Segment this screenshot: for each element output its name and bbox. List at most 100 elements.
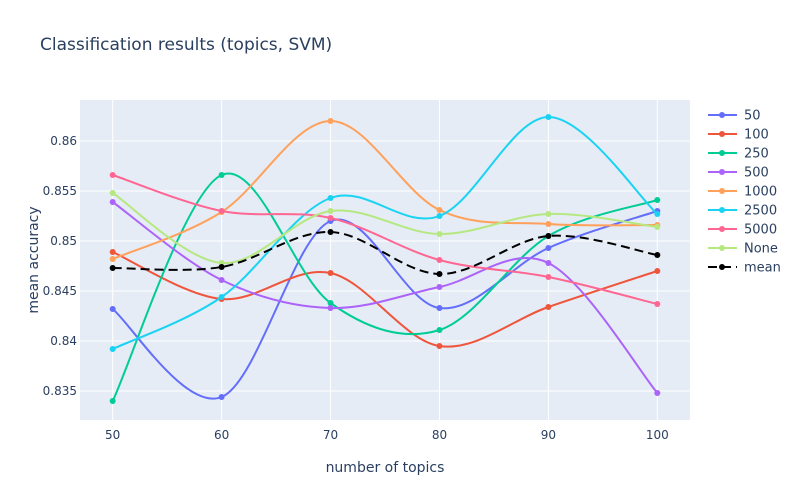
y-tick-label: 0.86 — [50, 134, 77, 148]
legend-label: 2500 — [744, 204, 777, 219]
series-500-point — [327, 305, 334, 311]
series-1000-line — [112, 119, 658, 260]
legend-label: 1000 — [744, 185, 777, 200]
series-none-point — [654, 224, 661, 230]
x-axis-title: number of topics — [326, 460, 445, 476]
legend-label: None — [744, 242, 778, 257]
series-500-point — [109, 199, 116, 205]
legend-item-100[interactable]: 100 — [708, 128, 769, 143]
series-2500-point — [327, 195, 334, 201]
series-1000-point — [436, 207, 443, 213]
y-tick-label: 0.84 — [50, 334, 77, 348]
series-lines — [109, 114, 661, 404]
series-none-line — [112, 192, 658, 265]
series-250-point — [109, 398, 116, 404]
legend-marker — [719, 207, 725, 213]
series-1000-point — [327, 118, 334, 124]
legend-item-mean[interactable]: mean — [708, 261, 781, 276]
series-5000-point — [327, 215, 334, 221]
series-500-line — [112, 201, 659, 394]
series-none-point — [327, 208, 334, 214]
series-250-point — [654, 197, 661, 203]
series-none-point — [545, 211, 552, 217]
x-tick-label: 60 — [214, 428, 229, 442]
series-2500-line — [112, 115, 658, 350]
grid — [80, 100, 690, 420]
legend-label: 500 — [744, 166, 769, 181]
series-2500-point — [436, 213, 443, 219]
legend-label: 250 — [744, 147, 769, 162]
y-tick-label: 0.855 — [43, 184, 77, 198]
legend-item-2500[interactable]: 2500 — [708, 204, 777, 219]
legend-label: 5000 — [744, 223, 777, 238]
x-tick-label: 80 — [432, 428, 447, 442]
x-tick-label: 50 — [105, 428, 120, 442]
series-500-point — [545, 260, 552, 266]
series-500-point — [654, 390, 661, 396]
legend-marker — [719, 264, 725, 270]
series-1000-point — [545, 221, 552, 227]
series-100-point — [327, 270, 334, 276]
legend-item-5000[interactable]: 5000 — [708, 223, 777, 238]
series-5000-point — [109, 172, 116, 178]
series-mean-point — [545, 233, 552, 239]
y-tick-label: 0.85 — [50, 234, 77, 248]
series-none-point — [436, 231, 443, 237]
legend-marker — [719, 245, 725, 251]
y-axis-title: mean accuracy — [26, 206, 42, 313]
series-5000-point — [436, 257, 443, 263]
legend-label: mean — [744, 261, 781, 276]
series-100-point — [436, 343, 443, 349]
x-tick-label: 70 — [323, 428, 338, 442]
series-2500-point — [218, 294, 225, 300]
series-500 — [109, 199, 661, 396]
series-250-point — [436, 327, 443, 333]
legend-item-50[interactable]: 50 — [708, 109, 761, 124]
series-250-point — [218, 172, 225, 178]
series-100-line — [112, 251, 658, 348]
legend-item-250[interactable]: 250 — [708, 147, 769, 162]
legend-marker — [719, 169, 725, 175]
series-5000-point — [218, 208, 225, 214]
series-2500-point — [654, 211, 661, 217]
series-none-point — [109, 190, 116, 196]
x-tick-label: 90 — [541, 428, 556, 442]
legend-marker — [719, 112, 725, 118]
series-50-point — [545, 245, 552, 251]
series-250-point — [327, 300, 334, 306]
series-5000 — [109, 172, 661, 307]
series-2500-point — [109, 346, 116, 352]
plot-area — [80, 100, 690, 420]
x-tick-label: 100 — [646, 428, 669, 442]
series-50-point — [436, 305, 443, 311]
series-5000-point — [545, 274, 552, 280]
series-1000-point — [109, 256, 116, 262]
series-50-point — [109, 306, 116, 312]
legend-item-none[interactable]: None — [708, 242, 778, 257]
series-500-point — [436, 284, 443, 290]
series-5000-line — [112, 174, 658, 305]
series-2500-point — [545, 114, 552, 120]
series-mean-line — [112, 230, 658, 276]
legend-item-500[interactable]: 500 — [708, 166, 769, 181]
legend-item-1000[interactable]: 1000 — [708, 185, 777, 200]
legend-marker — [719, 226, 725, 232]
legend-label: 50 — [744, 109, 761, 124]
series-2500 — [109, 114, 661, 352]
series-mean — [109, 229, 661, 277]
series-mean-point — [327, 229, 334, 235]
series-50-point — [218, 394, 225, 400]
series-100-point — [654, 268, 661, 274]
series-mean-point — [436, 271, 443, 277]
series-mean-point — [654, 252, 661, 258]
tick-labels: 50 60 70 80 90 100 0.835 0.84 0.845 0.85 0.855 0.86 — [43, 134, 669, 442]
y-tick-label: 0.845 — [43, 284, 77, 298]
y-tick-label: 0.835 — [43, 384, 77, 398]
legend-marker — [719, 150, 725, 156]
series-100-point — [109, 249, 116, 255]
legend: 50 100 250 500 1000 2500 5000 None mean — [708, 109, 781, 276]
chart-title: Classification results (topics, SVM) — [40, 35, 332, 55]
series-1000 — [109, 118, 661, 262]
